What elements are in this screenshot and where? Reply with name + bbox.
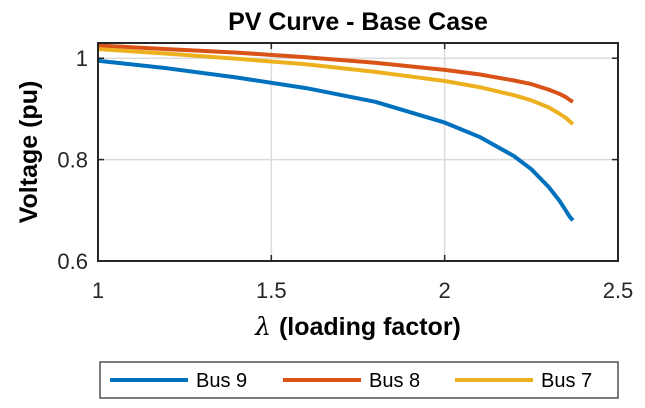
chart-title: PV Curve - Base Case	[228, 8, 488, 36]
legend-label-bus-9: Bus 9	[196, 370, 247, 392]
y-tick-label: 1	[76, 46, 88, 71]
plot-area-frame	[97, 42, 619, 262]
x-axis-label: λ (loading factor)	[254, 312, 461, 341]
y-axis-label: Voltage (pu)	[15, 81, 43, 224]
legend-label-bus-7: Bus 7	[541, 370, 592, 392]
legend-label-bus-8: Bus 8	[369, 370, 420, 392]
y-tick-label: 0.8	[57, 148, 88, 173]
grid-lines	[97, 43, 619, 262]
x-tick-label: 1.5	[256, 278, 287, 303]
axis-ticks: 1 1.5 2 2.5 0.6 0.8 1	[57, 43, 633, 303]
x-axis-label-symbol: λ	[254, 312, 271, 341]
data-series	[97, 43, 575, 222]
x-tick-label: 1	[92, 278, 104, 303]
series-line-bus-7	[97, 47, 575, 126]
series-line-bus-9	[97, 58, 575, 222]
y-tick-label: 0.6	[57, 249, 88, 274]
series-line-bus-8	[97, 43, 574, 104]
x-tick-label: 2.5	[603, 278, 634, 303]
x-tick-label: 2	[439, 278, 451, 303]
x-axis-label-text: (loading factor)	[279, 313, 461, 341]
legend: Bus 9 Bus 8 Bus 7	[99, 361, 619, 399]
